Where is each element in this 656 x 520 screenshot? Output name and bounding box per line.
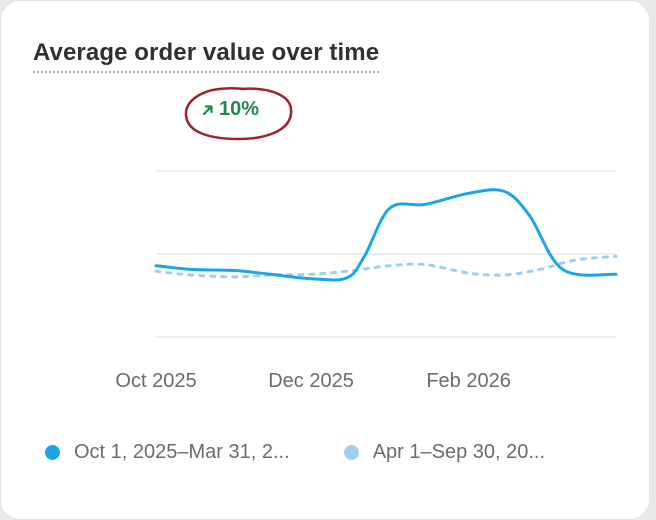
x-tick-label: Oct 2025 <box>115 370 196 392</box>
card-title[interactable]: Average order value over time <box>33 39 380 73</box>
x-tick-label: Dec 2025 <box>268 370 354 392</box>
series-line-current[interactable] <box>154 188 618 282</box>
x-tick-label: Feb 2026 <box>426 370 511 392</box>
legend-item-current[interactable]: Oct 1, 2025–Mar 31, 2... <box>45 441 290 464</box>
legend-label-current: Oct 1, 2025–Mar 31, 2... <box>74 441 290 463</box>
chart-legend: Oct 1, 2025–Mar 31, 2... Apr 1–Sep 30, 2… <box>45 441 545 464</box>
legend-dot-previous <box>343 445 359 460</box>
series-line-previous[interactable] <box>154 254 618 279</box>
legend-label-previous: Apr 1–Sep 30, 20... <box>372 441 546 463</box>
line-chart: Oct 2025 Dec 2025 Feb 2026 <box>115 170 618 392</box>
legend-item-previous[interactable]: Apr 1–Sep 30, 20... <box>343 441 546 464</box>
legend-dot-current <box>45 445 60 460</box>
